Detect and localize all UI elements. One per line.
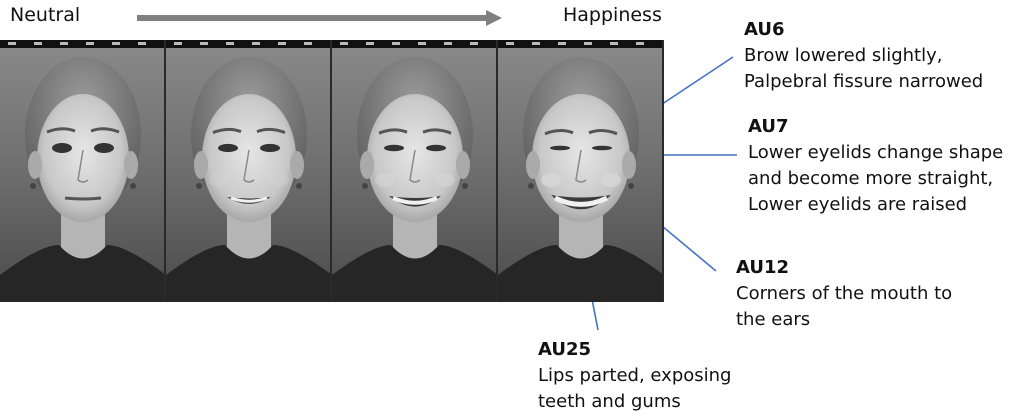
face-frame-1 — [0, 40, 166, 302]
happiness-label: Happiness — [563, 4, 662, 26]
progression-arrow-head — [486, 10, 502, 26]
au7-line-1: Lower eyelids change shape — [748, 142, 1004, 163]
neutral-label: Neutral — [10, 4, 81, 26]
au12-code: AU12 — [736, 257, 790, 278]
au7-line-3: Lower eyelids are raised — [748, 194, 968, 215]
au12-description: AU12 Corners of the mouth to the ears — [736, 255, 952, 333]
au7-code: AU7 — [748, 116, 789, 137]
au25-description: AU25 Lips parted, exposing teeth and gum… — [538, 337, 731, 415]
au6-description: AU6 Brow lowered slightly, Palpebral fis… — [744, 17, 983, 95]
progression-arrow — [137, 10, 502, 26]
au6-code: AU6 — [744, 19, 785, 40]
au25-line-1: Lips parted, exposing — [538, 365, 732, 386]
au12-line-1: Corners of the mouth to — [736, 283, 953, 304]
face-photo-strip — [0, 40, 664, 302]
face-frame-2 — [166, 40, 332, 302]
au6-line-1: Brow lowered slightly, — [744, 45, 943, 66]
au7-line-2: and become more straight, — [748, 168, 994, 189]
au7-description: AU7 Lower eyelids change shape and becom… — [748, 114, 1003, 218]
face-frame-3 — [332, 40, 498, 302]
au12-line-2: the ears — [736, 309, 811, 330]
au25-code: AU25 — [538, 339, 592, 360]
face-frame-4 — [498, 40, 664, 302]
au6-line-2: Palpebral fissure narrowed — [744, 71, 984, 92]
au25-line-2: teeth and gums — [538, 391, 681, 412]
